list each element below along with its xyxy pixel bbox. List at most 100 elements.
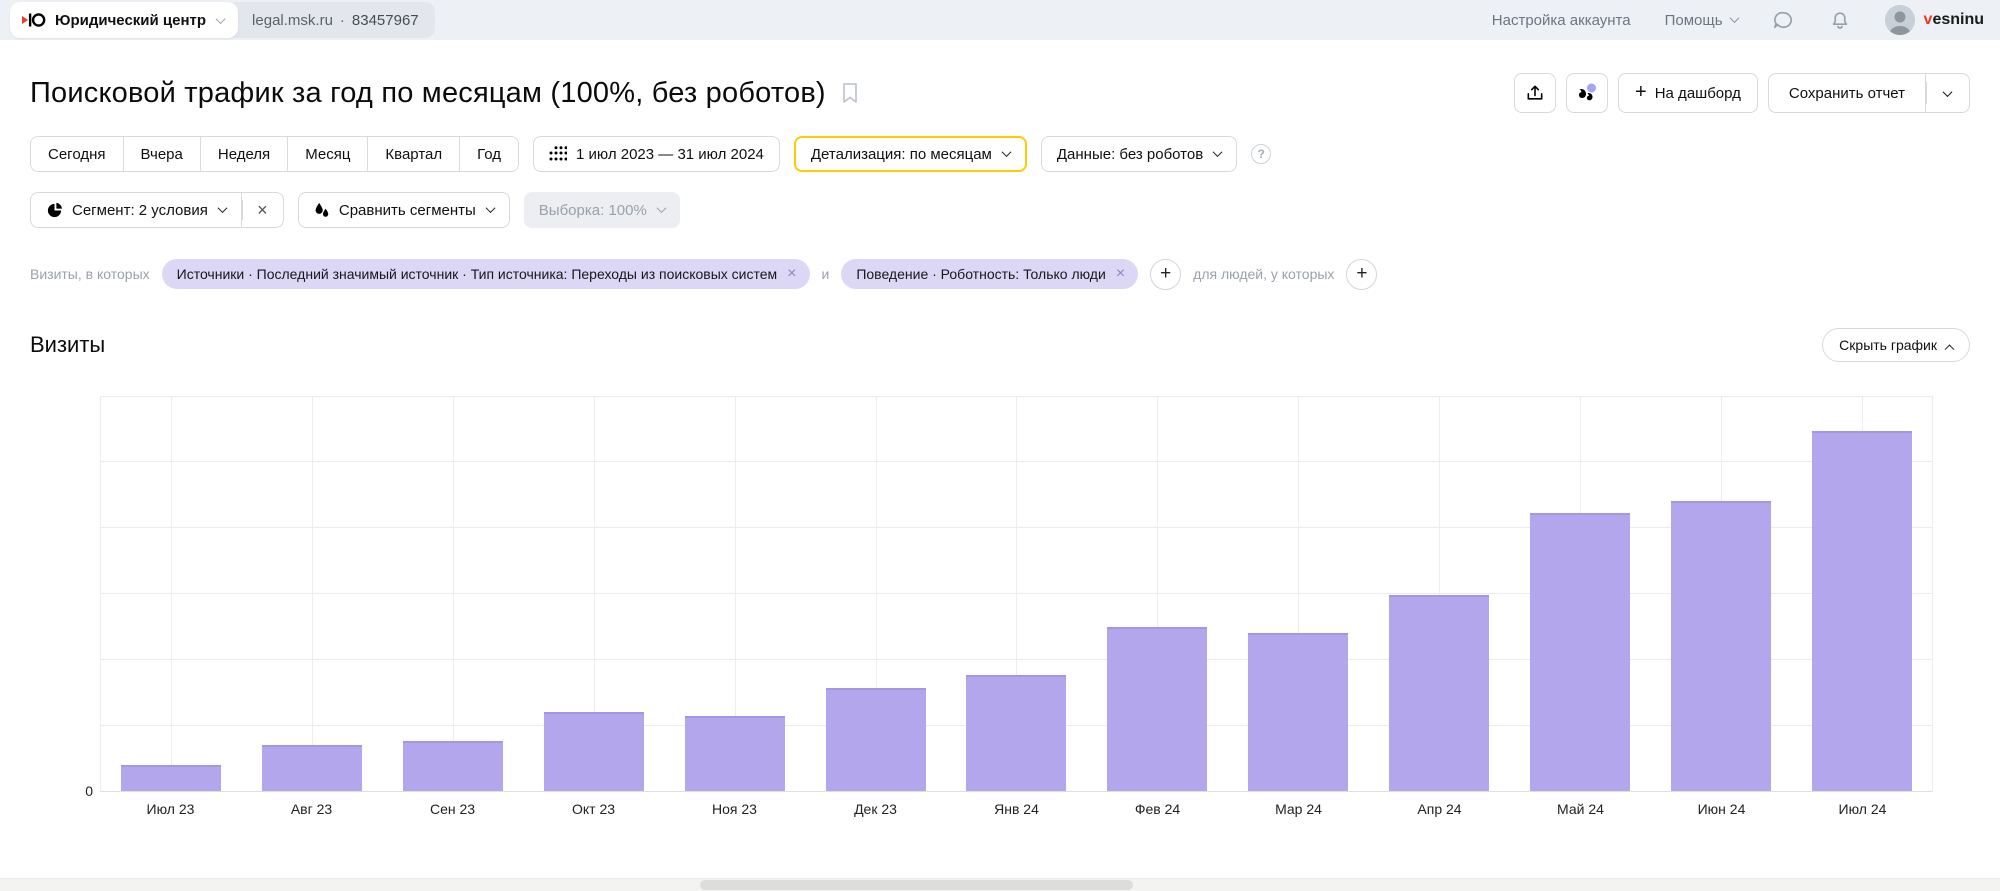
- bookmark-icon[interactable]: [840, 82, 860, 104]
- droplets-icon: [314, 202, 330, 219]
- ai-assistant-button[interactable]: [1566, 73, 1608, 113]
- chart-x-label: Май 24: [1510, 801, 1651, 817]
- chat-icon: [1772, 9, 1795, 32]
- chart-x-label: Мар 24: [1228, 801, 1369, 817]
- tab-yesterday[interactable]: Вчера: [124, 137, 201, 171]
- chart-bar[interactable]: [403, 741, 503, 791]
- pie-icon: [46, 202, 63, 219]
- chart-x-label: Апр 24: [1369, 801, 1510, 817]
- scrollbar-thumb[interactable]: [700, 880, 1133, 890]
- data-mode-dropdown[interactable]: Данные: без роботов: [1041, 136, 1237, 172]
- export-button[interactable]: [1514, 73, 1556, 113]
- compare-segments-dropdown[interactable]: Сравнить сегменты: [298, 192, 510, 228]
- help-menu[interactable]: Помощь: [1665, 12, 1738, 29]
- chart-bar[interactable]: [544, 712, 644, 791]
- report-content: Поисковой трафик за год по месяцам (100%…: [0, 70, 2000, 817]
- chart-x-axis: Июл 23Авг 23Сен 23Окт 23Ноя 23Дек 23Янв …: [100, 801, 1933, 817]
- save-report-button[interactable]: Сохранить отчет: [1768, 73, 1926, 113]
- tab-month[interactable]: Месяц: [288, 137, 368, 171]
- profile-menu[interactable]: vesninu: [1885, 5, 1984, 35]
- top-header-bar: Юридический центр legal.msk.ru · 8345796…: [0, 0, 2000, 40]
- chevron-down-icon: [217, 203, 227, 213]
- chevron-down-icon: [656, 203, 666, 213]
- counter-selector[interactable]: Юридический центр: [10, 2, 238, 38]
- top-navigation: Настройка аккаунта Помощь: [1492, 5, 1984, 35]
- chart-x-label: Авг 23: [241, 801, 382, 817]
- close-icon: ×: [257, 200, 268, 221]
- plus-icon: +: [1356, 263, 1367, 285]
- title-actions: + На дашборд Сохранить отчет: [1514, 73, 1970, 113]
- chart-x-label: Июл 24: [1792, 801, 1933, 817]
- condition-chip-robots[interactable]: Поведение · Роботность: Только люди ×: [841, 259, 1138, 289]
- detalization-dropdown[interactable]: Детализация: по месяцам: [794, 136, 1027, 172]
- chevron-down-icon: [1943, 87, 1953, 97]
- add-visit-condition-button[interactable]: +: [1150, 259, 1181, 290]
- period-controls-row: Сегодня Вчера Неделя Месяц Квартал Год 1…: [30, 136, 1970, 172]
- chevron-down-icon: [1213, 147, 1223, 157]
- y-axis-zero-label: 0: [67, 783, 93, 799]
- chart-column: [383, 397, 524, 791]
- chart-x-label: Сен 23: [382, 801, 523, 817]
- chart-column: [242, 397, 383, 791]
- sampling-dropdown[interactable]: Выборка: 100%: [524, 192, 680, 228]
- chart-bar[interactable]: [121, 765, 221, 791]
- chart-bar[interactable]: [262, 745, 362, 791]
- add-people-condition-button[interactable]: +: [1346, 259, 1377, 290]
- chevron-up-icon: [1945, 344, 1955, 354]
- chart-column: [1791, 397, 1932, 791]
- save-report-split-button: Сохранить отчет: [1768, 73, 1970, 113]
- counter-id: 83457967: [352, 12, 419, 29]
- date-range-value: 1 июл 2023 — 31 июл 2024: [576, 146, 764, 163]
- date-range-picker[interactable]: 1 июл 2023 — 31 июл 2024: [533, 136, 780, 172]
- chart-bar[interactable]: [1671, 501, 1771, 791]
- segment-dropdown[interactable]: Сегмент: 2 условия: [30, 192, 242, 228]
- help-icon[interactable]: ?: [1251, 144, 1271, 164]
- chart-bar[interactable]: [1812, 431, 1912, 791]
- tab-year[interactable]: Год: [460, 137, 518, 171]
- tab-week[interactable]: Неделя: [201, 137, 288, 171]
- period-tabs: Сегодня Вчера Неделя Месяц Квартал Год: [30, 136, 519, 172]
- chart-column: [524, 397, 665, 791]
- chart-bar[interactable]: [1248, 633, 1348, 791]
- counter-domain: legal.msk.ru: [252, 12, 333, 29]
- chart-bar[interactable]: [826, 688, 926, 791]
- plus-icon: +: [1635, 81, 1647, 104]
- metric-title: Визиты: [30, 332, 105, 358]
- counter-capsule: Юридический центр legal.msk.ru · 8345796…: [10, 2, 435, 38]
- metrika-report-page: Юридический центр legal.msk.ru · 8345796…: [0, 0, 2000, 891]
- chevron-down-icon: [1001, 147, 1011, 157]
- visits-bar-chart: 0 Июл 23Авг 23Сен 23Окт 23Ноя 23Дек 23Ян…: [100, 396, 1933, 817]
- chevron-down-icon: [216, 14, 226, 24]
- hide-chart-button[interactable]: Скрыть график: [1822, 328, 1970, 362]
- counter-info: legal.msk.ru · 83457967: [238, 2, 435, 38]
- chart-column: [664, 397, 805, 791]
- add-to-dashboard-button[interactable]: + На дашборд: [1618, 73, 1758, 113]
- chart-bar[interactable]: [1389, 595, 1489, 791]
- visits-prefix-label: Визиты, в которых: [30, 266, 150, 282]
- share-icon: [1525, 83, 1545, 103]
- chevron-down-icon: [485, 203, 495, 213]
- chart-column: [1087, 397, 1228, 791]
- tab-quarter[interactable]: Квартал: [368, 137, 460, 171]
- chart-plot: 0: [100, 396, 1933, 792]
- chat-button[interactable]: [1772, 9, 1795, 32]
- close-icon[interactable]: ×: [1116, 266, 1125, 282]
- chart-bar[interactable]: [1107, 627, 1207, 791]
- account-settings-link[interactable]: Настройка аккаунта: [1492, 12, 1631, 29]
- segment-remove-button[interactable]: ×: [242, 192, 284, 228]
- close-icon[interactable]: ×: [787, 266, 796, 282]
- segment-group: Сегмент: 2 условия ×: [30, 192, 284, 228]
- chart-column: [1509, 397, 1650, 791]
- chart-x-label: Июн 24: [1651, 801, 1792, 817]
- chart-bar[interactable]: [966, 675, 1066, 791]
- counter-name: Юридический центр: [55, 12, 206, 29]
- chart-bar[interactable]: [1530, 513, 1630, 791]
- chart-x-label: Июл 23: [100, 801, 241, 817]
- condition-chip-sources[interactable]: Источники · Последний значимый источник …: [162, 259, 810, 289]
- chart-x-label: Янв 24: [946, 801, 1087, 817]
- segment-controls-row: Сегмент: 2 условия × Сравнить сегменты В…: [30, 192, 1970, 228]
- chart-bar[interactable]: [685, 716, 785, 791]
- notifications-button[interactable]: [1829, 9, 1851, 32]
- save-report-menu-button[interactable]: [1926, 73, 1970, 113]
- tab-today[interactable]: Сегодня: [31, 137, 124, 171]
